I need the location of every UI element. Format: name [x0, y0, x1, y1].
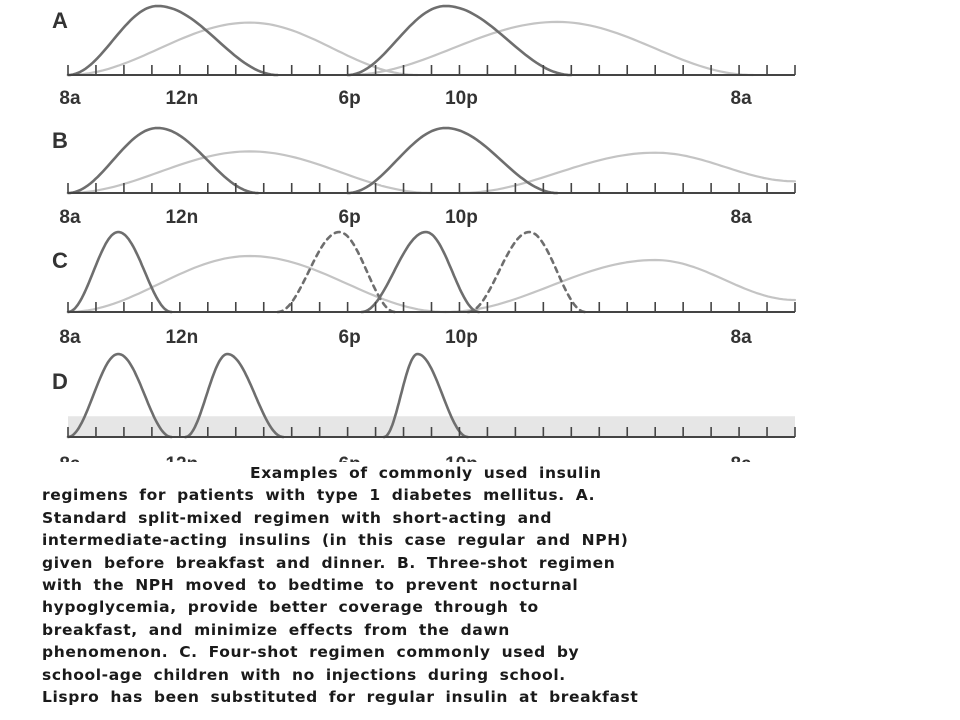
- caption-line: intermediate-acting insulins (in this ca…: [42, 531, 629, 550]
- panel-a-label: A: [52, 8, 68, 33]
- panel-d-tick-label-8a: 8a: [731, 454, 753, 462]
- caption-line: regimens for patients with type 1 diabet…: [42, 486, 596, 505]
- insulin-regimen-figure: 8a 12n 6p 10p 8a A 8a 12n 6p 10p 8a B 8a 12n 6p 10p 8a C 8…: [52, 4, 797, 462]
- panel-b-tick-label-10p: 10p: [445, 207, 478, 228]
- panel-b-tick-label-12n: 12n: [165, 207, 198, 228]
- caption-line: hypoglycemia, provide better coverage th…: [42, 598, 539, 617]
- panel-c-short-acting-curve-5: [276, 230, 397, 314]
- panel-c-tick-label-8a: 8a: [731, 327, 753, 348]
- caption-line: Examples of commonly used insulin: [250, 464, 602, 482]
- panel-d-short-acting-curve-3: [382, 352, 470, 439]
- panel-a-intermediate-acting-curve-1: [66, 21, 419, 77]
- caption-line: with the NPH moved to bedtime to prevent…: [42, 576, 579, 595]
- panel-b-intermediate-acting-curve-2: [458, 151, 797, 195]
- panel-d-band: [68, 416, 795, 437]
- panel-a-intermediate-acting-curve-2: [346, 20, 755, 77]
- panel-c-tick-label-12n: 12n: [165, 327, 198, 348]
- panel-a-tick-label-8a: 8a: [59, 88, 81, 109]
- panel-d-short-acting-curve-2: [184, 352, 285, 439]
- panel-a-tick-label-10p: 10p: [445, 88, 478, 109]
- panel-c-intermediate-acting-curve-2: [444, 258, 797, 314]
- panel-c-label: C: [52, 248, 68, 273]
- panel-d-tick-label-10p: 10p: [445, 454, 478, 462]
- panel-c-short-acting-curve-6: [466, 230, 587, 314]
- panel-c-tick-label-6p: 6p: [339, 327, 361, 348]
- panel-a-short-acting-curve-3: [66, 4, 279, 77]
- panel-b-tick-label-6p: 6p: [339, 207, 361, 228]
- panel-c-tick-label-8a: 8a: [59, 327, 81, 348]
- caption-line: Lispro has been substituted for regular …: [42, 688, 639, 707]
- panel-c-short-acting-curve-3: [66, 230, 173, 314]
- panel-c-short-acting-curve-4: [360, 230, 481, 314]
- panel-d-tick-label-8a: 8a: [59, 454, 81, 462]
- panel-d-short-acting-curve-1: [66, 352, 173, 439]
- panel-c-tick-label-10p: 10p: [445, 327, 478, 348]
- caption-line: given before breakfast and dinner. B. Th…: [42, 553, 616, 572]
- caption-line: phenomenon. C. Four-shot regimen commonl…: [42, 643, 580, 662]
- caption-line: Standard split-mixed regimen with short-…: [42, 508, 553, 527]
- caption-line: breakfast, and minimize effects from the…: [42, 620, 510, 639]
- figure-caption: Examples of commonly used insulin regimen…: [42, 462, 892, 708]
- panel-b-intermediate-acting-curve-1: [66, 150, 433, 195]
- panel-b-short-acting-curve-3: [66, 126, 260, 195]
- panel-b-tick-label-8a: 8a: [59, 207, 81, 228]
- panel-b-label: B: [52, 128, 68, 153]
- panel-a-tick-label-6p: 6p: [339, 88, 361, 109]
- caption-line: school-age children with no injections d…: [42, 665, 566, 684]
- panel-d-tick-label-12n: 12n: [165, 454, 198, 462]
- panel-a-tick-label-8a: 8a: [731, 88, 753, 109]
- panel-a-short-acting-curve-4: [346, 4, 573, 77]
- panel-d-label: D: [52, 369, 68, 394]
- panel-d-tick-label-6p: 6p: [339, 454, 361, 462]
- panel-a-tick-label-12n: 12n: [165, 88, 198, 109]
- panel-b-tick-label-8a: 8a: [731, 207, 753, 228]
- panel-b-short-acting-curve-4: [346, 126, 559, 195]
